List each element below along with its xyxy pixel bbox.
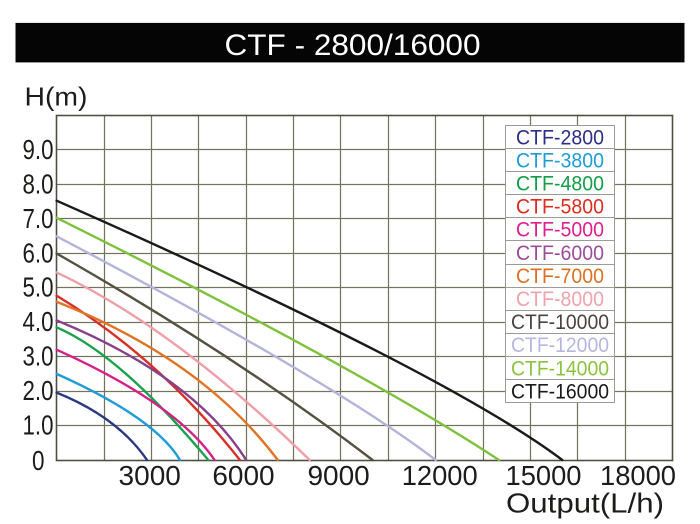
svg-text:CTF-2800: CTF-2800 (516, 126, 604, 149)
svg-text:CTF-10000: CTF-10000 (511, 311, 609, 334)
svg-text:6000: 6000 (212, 460, 274, 491)
svg-text:1.0: 1.0 (23, 410, 54, 441)
svg-text:CTF-8000: CTF-8000 (516, 288, 604, 311)
svg-text:3.0: 3.0 (23, 341, 54, 372)
svg-text:H(m): H(m) (25, 82, 88, 112)
svg-text:CTF-6000: CTF-6000 (516, 242, 604, 265)
svg-text:CTF-4800: CTF-4800 (516, 173, 604, 196)
svg-text:8.0: 8.0 (23, 168, 54, 199)
svg-text:CTF-5800: CTF-5800 (516, 196, 604, 219)
svg-text:0: 0 (32, 445, 45, 476)
svg-text:CTF-12000: CTF-12000 (511, 334, 609, 357)
svg-text:Output(L/h): Output(L/h) (506, 488, 664, 519)
svg-text:6.0: 6.0 (23, 237, 54, 268)
svg-text:CTF-7000: CTF-7000 (516, 265, 604, 288)
svg-text:CTF-16000: CTF-16000 (511, 380, 609, 403)
svg-text:9000: 9000 (307, 460, 369, 491)
svg-text:2.0: 2.0 (23, 375, 54, 406)
svg-text:4.0: 4.0 (23, 306, 54, 337)
svg-text:CTF-14000: CTF-14000 (511, 357, 609, 380)
svg-text:3000: 3000 (119, 460, 181, 491)
svg-text:15000: 15000 (506, 460, 582, 491)
svg-text:CTF - 2800/16000: CTF - 2800/16000 (225, 29, 481, 62)
svg-text:9.0: 9.0 (23, 134, 54, 165)
svg-text:5.0: 5.0 (23, 272, 54, 303)
svg-text:7.0: 7.0 (23, 203, 54, 234)
svg-text:18000: 18000 (600, 460, 676, 491)
svg-text:CTF-3800: CTF-3800 (516, 149, 604, 172)
svg-text:12000: 12000 (402, 460, 478, 491)
svg-text:CTF-5000: CTF-5000 (516, 219, 604, 242)
